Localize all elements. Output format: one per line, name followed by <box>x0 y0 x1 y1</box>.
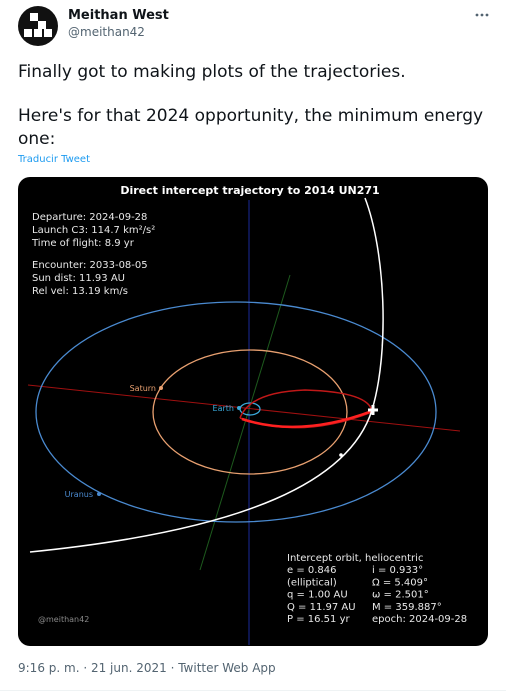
tweet-image[interactable]: Direct intercept trajectory to 2014 UN27… <box>18 177 488 646</box>
orbit-heading: Intercept orbit, heliocentric <box>287 553 423 564</box>
avatar[interactable] <box>18 6 58 46</box>
saturn-orbit <box>152 349 348 475</box>
timestamp[interactable]: 9:16 p. m. · 21 jun. 2021 · Twitter Web … <box>18 661 276 675</box>
info-text: Sun dist: 11.93 AU <box>32 273 125 284</box>
planet-label: Earth <box>213 404 234 413</box>
uranus-dot <box>97 492 101 496</box>
orbit-param: M = 359.887° <box>372 602 442 613</box>
orbit-param: ω = 2.501° <box>372 590 429 601</box>
earth-dot <box>237 406 241 410</box>
target-arc <box>241 409 373 429</box>
watermark: @meithan42 <box>38 615 89 624</box>
plot-title: Direct intercept trajectory to 2014 UN27… <box>120 184 379 197</box>
info-text: Departure: 2024-09-28 <box>32 212 147 223</box>
author-name[interactable]: Meithan West <box>68 8 169 23</box>
orbit-param: i = 0.933° <box>372 565 423 576</box>
planet-label: Saturn <box>130 384 156 393</box>
orbit-param: P = 16.51 yr <box>287 614 350 625</box>
tweet-text: Finally got to making plots of the traje… <box>18 62 406 82</box>
info-text: Encounter: 2033-08-05 <box>32 260 148 271</box>
translate-link[interactable]: Traducir Tweet <box>18 154 90 165</box>
orbit-param: Q = 11.97 AU <box>287 602 356 613</box>
uranus-orbit <box>35 301 437 523</box>
orbit-param: e = 0.846 <box>287 565 337 576</box>
image-bg <box>18 177 488 646</box>
spacecraft-dot <box>339 453 343 457</box>
saturn-dot <box>159 386 163 390</box>
trajectory <box>29 197 384 553</box>
info-text: Launch C3: 114.7 km²/s² <box>32 225 155 236</box>
menu-icon[interactable] <box>474 12 490 18</box>
tweet-text: one: <box>18 129 56 149</box>
tweet-text: Here's for that 2024 opportunity, the mi… <box>18 106 484 126</box>
node-line <box>27 384 461 432</box>
orbit-param: q = 1.00 AU <box>287 590 348 601</box>
orbit-param: Ω = 5.409° <box>372 577 428 588</box>
author-handle[interactable]: @meithan42 <box>68 25 145 39</box>
divider <box>0 690 506 691</box>
encounter-marker <box>368 405 378 415</box>
orbit-param: (elliptical) <box>287 577 337 588</box>
orbit-param: epoch: 2024-09-28 <box>372 614 467 625</box>
planet-label: Uranus <box>65 490 93 499</box>
info-text: Rel vel: 13.19 km/s <box>32 286 128 297</box>
info-text: Time of flight: 8.9 yr <box>31 238 135 249</box>
